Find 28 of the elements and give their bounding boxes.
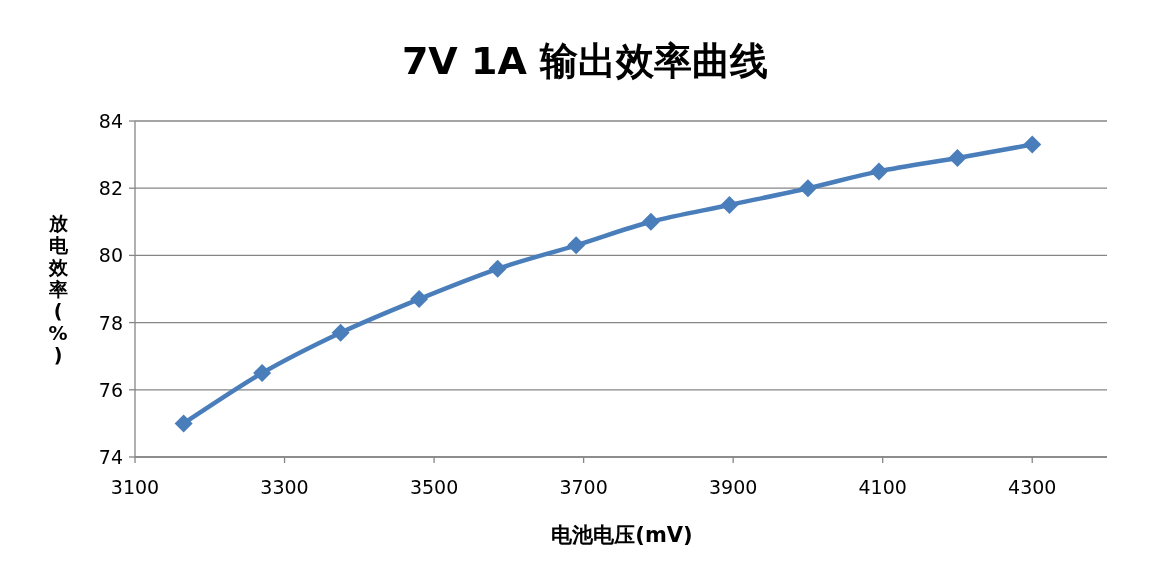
x-axis-title: 电池电压(mV) [551, 523, 693, 547]
x-tick-label: 3900 [708, 476, 758, 498]
x-tick-label: 3500 [409, 476, 459, 498]
chart-title: 7V 1A 输出效率曲线 [401, 39, 769, 83]
point [1023, 135, 1042, 154]
point [410, 290, 429, 309]
point [869, 162, 888, 181]
x-tick-label: 3700 [559, 476, 608, 498]
point [948, 148, 967, 167]
point [720, 196, 739, 214]
x-tick-label: 4300 [1008, 476, 1057, 498]
y-axis-title: 放电效率(%) [47, 212, 69, 366]
point [174, 414, 193, 433]
point [331, 323, 350, 342]
y-tick-label: 74 [98, 446, 123, 468]
x-tick-label: 3100 [110, 476, 160, 498]
x-tick-label: 4100 [858, 476, 907, 498]
point [488, 259, 507, 278]
point [253, 364, 272, 382]
y-tick-label: 82 [98, 177, 123, 200]
x-tick-label: 3300 [260, 476, 309, 498]
y-tick-label: 84 [98, 110, 123, 132]
point [798, 179, 817, 198]
y-tick-label: 78 [98, 311, 123, 334]
point [641, 212, 660, 231]
y-tick-label: 76 [98, 378, 123, 401]
point [567, 236, 586, 255]
y-tick-label: 80 [98, 244, 123, 267]
